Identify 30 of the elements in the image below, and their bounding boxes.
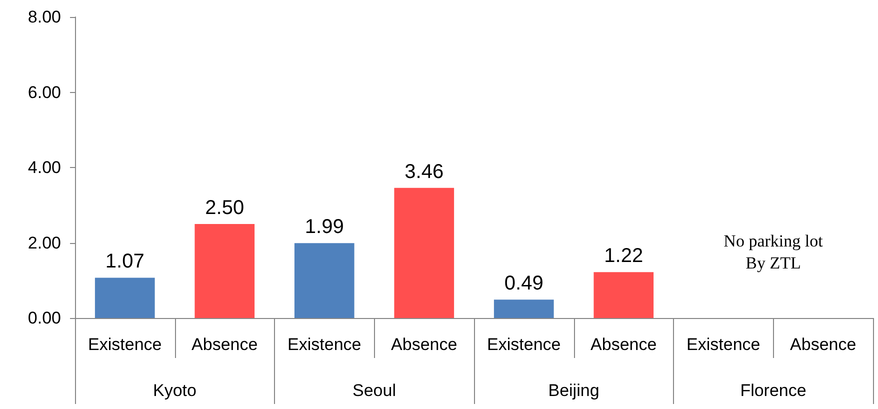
text: Seoul bbox=[352, 381, 396, 400]
text: Florence bbox=[740, 381, 806, 400]
x-tick-label: Existence bbox=[288, 335, 362, 354]
data-label: 1.22 bbox=[604, 245, 644, 268]
y-tick-label: 8.00 bbox=[28, 8, 61, 26]
data-label: 0.49 bbox=[504, 272, 544, 295]
data-label: 3.46 bbox=[404, 160, 444, 183]
x-tick-label: Absence bbox=[790, 335, 856, 354]
x-tick-label: Existence bbox=[88, 335, 162, 354]
x-tick-label: Existence bbox=[487, 335, 561, 354]
text: Kyoto bbox=[153, 381, 196, 400]
x-tick-label: Existence bbox=[686, 335, 760, 354]
x-tick-label: Absence bbox=[590, 335, 657, 354]
data-label: 2.50 bbox=[205, 196, 244, 219]
text: Beijing bbox=[548, 381, 600, 400]
data-label: 1.07 bbox=[105, 250, 144, 273]
bar bbox=[594, 272, 654, 318]
x-tick-label: Absence bbox=[192, 335, 258, 354]
bar bbox=[94, 278, 155, 318]
annotation: No parking lot By ZTL bbox=[724, 231, 824, 272]
y-tick-label: 2.00 bbox=[28, 233, 61, 252]
y-tick-label: 0.00 bbox=[28, 308, 61, 328]
bar bbox=[294, 243, 354, 318]
bar bbox=[194, 224, 255, 318]
bar bbox=[494, 300, 554, 318]
x-tick-label: Absence bbox=[391, 335, 458, 354]
bar bbox=[394, 188, 454, 318]
data-label: 1.99 bbox=[304, 216, 344, 238]
y-tick-label: 4.00 bbox=[28, 158, 61, 177]
y-tick-label: 6.00 bbox=[28, 82, 61, 102]
